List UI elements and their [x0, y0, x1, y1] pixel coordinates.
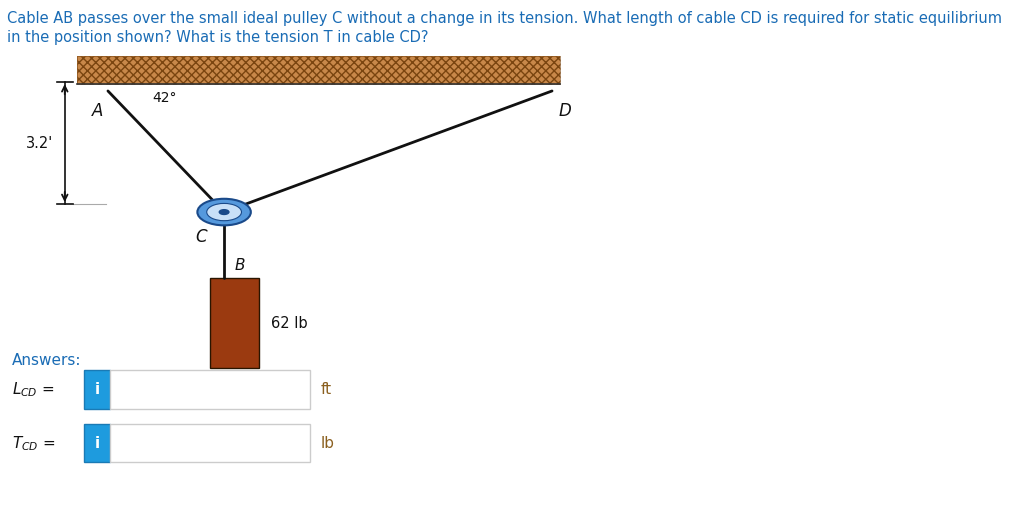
Circle shape	[207, 203, 242, 221]
Text: D: D	[559, 102, 572, 120]
Bar	[110, 370, 310, 409]
Circle shape	[219, 210, 229, 215]
Text: i: i	[95, 382, 100, 397]
Bar	[77, 56, 560, 84]
Text: $L_{CD}$ =: $L_{CD}$ =	[12, 380, 54, 399]
Text: Answers:: Answers:	[12, 353, 82, 367]
Bar	[84, 370, 110, 409]
Text: in the position shown? What is the tension T in cable CD?: in the position shown? What is the tensi…	[7, 30, 429, 44]
Text: B: B	[234, 259, 245, 273]
Bar	[84, 424, 110, 462]
Text: Cable AB passes over the small ideal pulley C without a change in its tension. W: Cable AB passes over the small ideal pul…	[7, 11, 1002, 26]
Text: C: C	[195, 228, 208, 246]
Text: A: A	[91, 102, 104, 120]
Text: 42°: 42°	[152, 91, 177, 105]
Circle shape	[197, 199, 251, 225]
Text: $T_{CD}$ =: $T_{CD}$ =	[12, 434, 56, 453]
Bar	[110, 424, 310, 462]
Text: 3.2': 3.2'	[26, 135, 52, 151]
Bar	[210, 278, 259, 368]
Text: ft: ft	[321, 382, 332, 397]
Text: i: i	[95, 436, 100, 451]
Text: lb: lb	[321, 436, 335, 451]
Bar	[77, 56, 560, 84]
Text: 62 lb: 62 lb	[271, 316, 308, 331]
